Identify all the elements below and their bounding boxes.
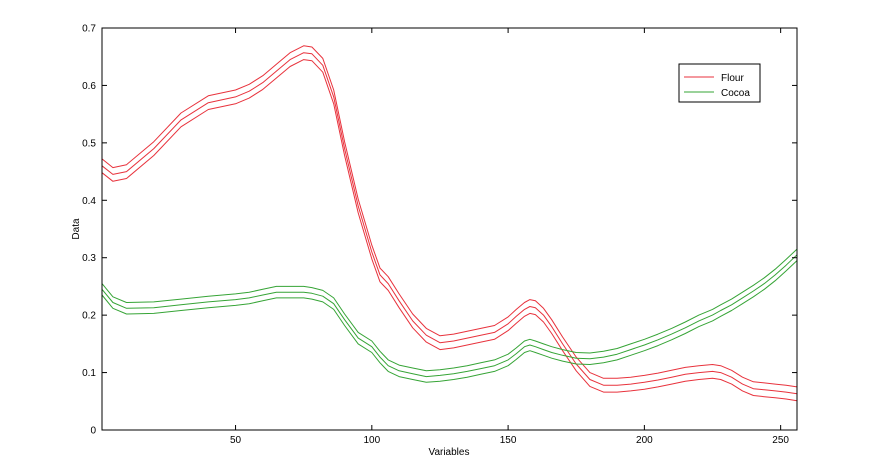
y-tick-label: 0.5 bbox=[82, 138, 96, 149]
legend-box bbox=[678, 63, 761, 103]
flour-line-lower bbox=[101, 59, 798, 402]
flour-line-mean bbox=[101, 52, 798, 395]
x-tick-label: 100 bbox=[363, 435, 380, 446]
legend: Flour Cocoa bbox=[678, 63, 761, 103]
cocoa-line-upper bbox=[101, 248, 798, 372]
y-axis-label: Data bbox=[71, 218, 82, 240]
x-tick-label: 200 bbox=[636, 435, 653, 446]
y-tick-label: 0.2 bbox=[82, 311, 96, 322]
series-layer bbox=[101, 45, 798, 402]
y-tick-label: 0.4 bbox=[82, 196, 96, 207]
legend-flour-label: Flour bbox=[721, 73, 744, 84]
y-tick-label: 0.6 bbox=[82, 81, 96, 92]
x-tick-label: 150 bbox=[500, 435, 517, 446]
x-tick-label: 50 bbox=[230, 435, 242, 446]
y-tick-label: 0 bbox=[90, 426, 96, 437]
x-tick-label: 250 bbox=[772, 435, 789, 446]
legend-cocoa-label: Cocoa bbox=[721, 88, 750, 99]
x-axis-label: Variables bbox=[429, 447, 470, 458]
plot-frame bbox=[101, 27, 798, 431]
cocoa-line-lower bbox=[101, 260, 798, 383]
cocoa-line-mean bbox=[101, 254, 798, 378]
flour-line-upper bbox=[101, 45, 798, 388]
y-tick-label: 0.1 bbox=[82, 368, 96, 379]
tick-layer: 50 100 150 200 250 0 0.1 0.2 0.3 0.4 0.5 0.6 0.7 bbox=[82, 24, 797, 446]
y-tick-label: 0.7 bbox=[82, 24, 96, 35]
y-tick-label: 0.3 bbox=[82, 253, 96, 264]
